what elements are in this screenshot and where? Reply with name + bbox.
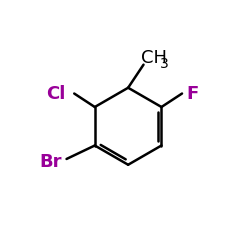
Text: Cl: Cl <box>46 86 66 103</box>
Text: Br: Br <box>39 153 62 171</box>
Text: CH: CH <box>141 49 167 67</box>
Text: 3: 3 <box>160 57 169 71</box>
Text: F: F <box>187 86 199 103</box>
